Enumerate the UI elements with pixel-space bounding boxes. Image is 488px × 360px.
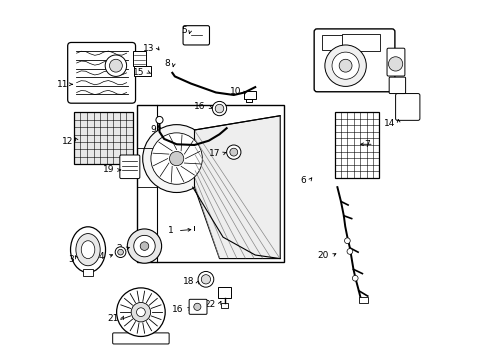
Text: 8: 8 — [164, 59, 170, 68]
Text: 13: 13 — [142, 44, 154, 53]
Text: 5: 5 — [181, 26, 186, 35]
Text: 20: 20 — [316, 251, 328, 260]
Circle shape — [215, 104, 224, 113]
Text: 1: 1 — [168, 226, 174, 235]
Text: 17: 17 — [208, 149, 220, 158]
Bar — [322, 35, 348, 50]
Text: 22: 22 — [204, 300, 216, 309]
Text: 12: 12 — [62, 137, 74, 146]
Circle shape — [339, 59, 351, 72]
Circle shape — [352, 275, 357, 281]
Circle shape — [131, 302, 150, 322]
Text: 2: 2 — [117, 244, 122, 253]
Circle shape — [198, 271, 213, 287]
Bar — [341, 34, 379, 51]
Circle shape — [212, 102, 226, 116]
Circle shape — [118, 249, 123, 255]
Text: 9: 9 — [150, 126, 156, 135]
Circle shape — [346, 249, 352, 254]
Ellipse shape — [76, 234, 100, 266]
Ellipse shape — [81, 241, 95, 258]
Text: 10: 10 — [230, 87, 241, 96]
Bar — [218, 287, 231, 298]
FancyBboxPatch shape — [67, 42, 135, 103]
Circle shape — [127, 229, 162, 263]
Bar — [82, 269, 93, 276]
Text: 11: 11 — [57, 80, 69, 89]
Bar — [134, 66, 151, 76]
Bar — [334, 112, 379, 178]
Text: 16: 16 — [172, 305, 183, 314]
Circle shape — [115, 247, 125, 257]
Circle shape — [344, 238, 349, 244]
Text: 14: 14 — [383, 119, 394, 128]
FancyBboxPatch shape — [395, 94, 419, 120]
FancyBboxPatch shape — [386, 48, 404, 76]
FancyBboxPatch shape — [189, 299, 206, 314]
Circle shape — [116, 288, 165, 337]
Bar — [358, 297, 367, 303]
Text: 4: 4 — [99, 252, 104, 261]
FancyBboxPatch shape — [112, 333, 169, 344]
Text: 7: 7 — [364, 140, 369, 149]
Circle shape — [193, 303, 201, 310]
Text: 18: 18 — [183, 277, 194, 286]
FancyBboxPatch shape — [183, 26, 209, 45]
Bar — [132, 51, 146, 66]
Text: 21: 21 — [107, 314, 119, 323]
FancyBboxPatch shape — [120, 155, 140, 179]
Text: 16: 16 — [193, 102, 205, 111]
Circle shape — [109, 59, 122, 72]
Circle shape — [169, 152, 183, 166]
Bar — [74, 112, 133, 164]
Polygon shape — [194, 116, 280, 258]
FancyBboxPatch shape — [388, 77, 405, 94]
FancyBboxPatch shape — [313, 29, 394, 92]
Polygon shape — [137, 105, 283, 262]
Circle shape — [387, 57, 402, 71]
Circle shape — [136, 308, 145, 316]
Circle shape — [201, 275, 210, 284]
Circle shape — [105, 55, 126, 76]
Text: 3: 3 — [68, 255, 74, 264]
Circle shape — [151, 133, 202, 184]
Text: 6: 6 — [300, 176, 305, 185]
Bar — [244, 91, 256, 99]
Circle shape — [156, 116, 163, 123]
Circle shape — [324, 45, 366, 86]
Text: 19: 19 — [102, 166, 114, 175]
Circle shape — [229, 148, 237, 156]
Circle shape — [140, 242, 148, 250]
Bar — [221, 302, 228, 307]
Circle shape — [134, 235, 155, 257]
Ellipse shape — [70, 227, 105, 273]
Text: 15: 15 — [133, 68, 144, 77]
Circle shape — [331, 52, 358, 79]
Circle shape — [226, 145, 241, 159]
Circle shape — [142, 125, 210, 193]
